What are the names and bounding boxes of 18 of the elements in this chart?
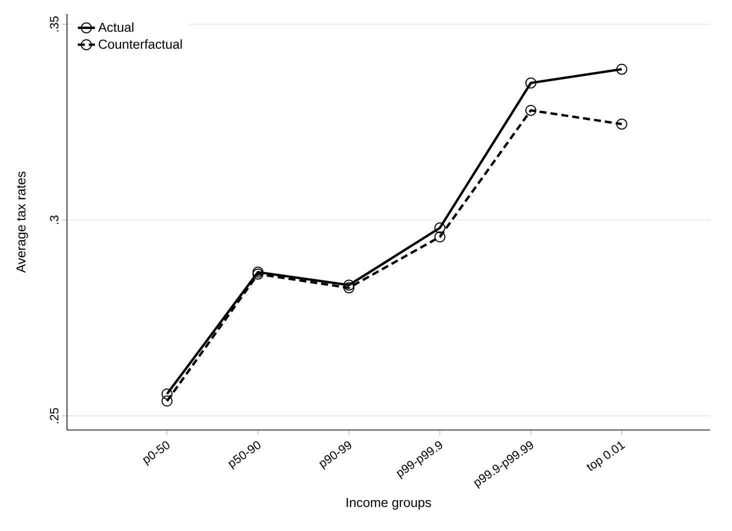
point (162, 388, 173, 400)
point (343, 280, 354, 291)
legend-label: Actual (98, 22, 134, 32)
y-tick-label: .3 (50, 216, 58, 224)
y-axis-title: Average tax rates (16, 172, 28, 273)
point (525, 104, 536, 116)
point (616, 118, 628, 130)
x-axis-title: Income groups (346, 498, 432, 510)
point (616, 64, 628, 75)
y-tick-label: .35 (50, 16, 58, 32)
point (434, 222, 446, 234)
point (343, 282, 354, 294)
point (525, 77, 536, 88)
legend-label: Counterfactual (98, 39, 182, 49)
point (434, 231, 446, 242)
point (162, 396, 173, 407)
x-tick-label: top 0.01 (586, 442, 626, 471)
y-tick-label: .25 (50, 408, 58, 424)
